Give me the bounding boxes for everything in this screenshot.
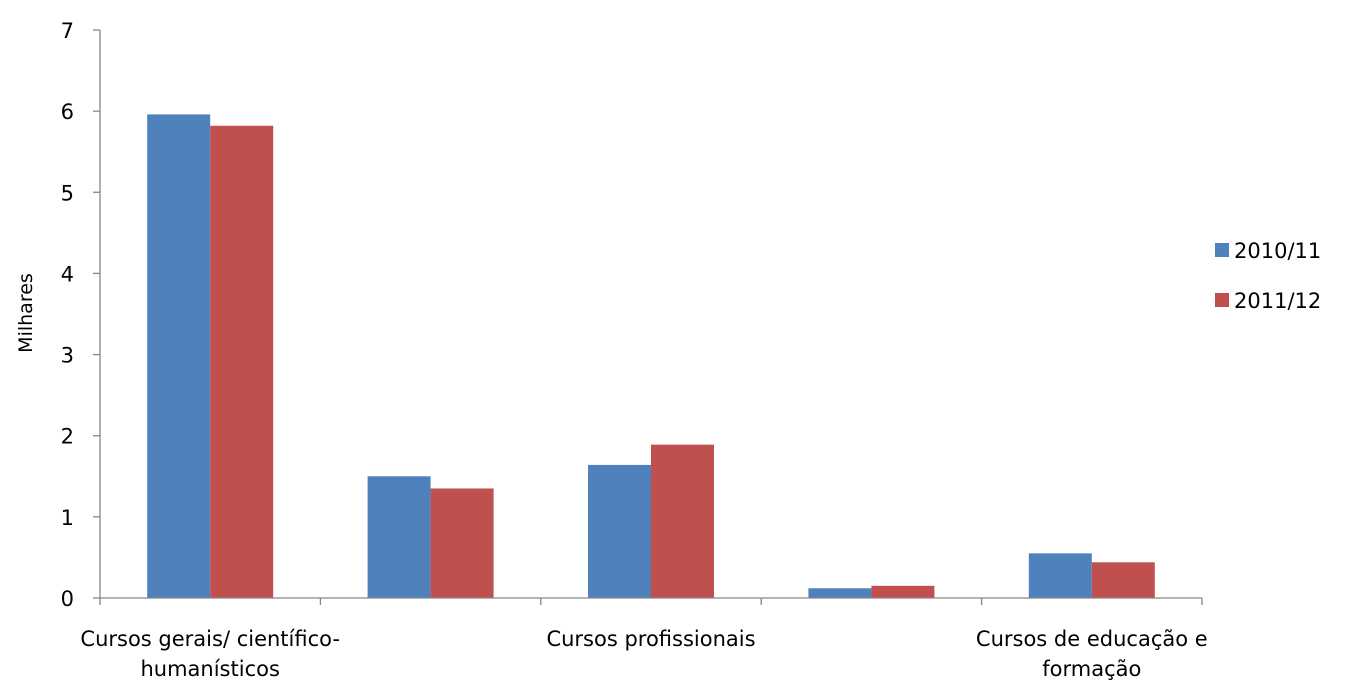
y-tick-label-1: 1 (61, 506, 74, 530)
x-tick-labels: Cursos gerais/ científico-humanísticos Cu… (80, 627, 1207, 681)
y-tick-label-6: 6 (61, 100, 74, 124)
x-tick-label-1-line-2: humanísticos (140, 657, 279, 681)
bar-2-4 (871, 585, 935, 598)
legend-swatch-2 (1215, 293, 1229, 307)
legend-label-2: 2011/12 (1234, 289, 1321, 313)
bar-2-1 (210, 125, 274, 598)
y-tick-label-4: 4 (61, 262, 74, 286)
y-tick-label-3: 3 (61, 344, 74, 368)
x-tick-label-5-line-2: formação (1042, 657, 1141, 681)
bar-1-1 (147, 114, 211, 598)
y-tick-label-2: 2 (61, 425, 74, 449)
bar-1-2 (367, 476, 431, 598)
bar-1-5 (1028, 553, 1092, 598)
bar-1-3 (588, 464, 651, 598)
legend: 2010/11 2011/12 (1215, 239, 1321, 313)
x-tick-label-1-line-1: Cursos gerais/ científico- (80, 627, 340, 651)
bar-2-3 (651, 444, 714, 598)
y-tick-label-5: 5 (61, 181, 74, 205)
y-tick-label-0: 0 (61, 587, 74, 611)
legend-label-1: 2010/11 (1234, 239, 1321, 263)
bar-2-5 (1091, 562, 1155, 598)
x-tick-label-5-line-1: Cursos de educação e (976, 627, 1208, 651)
y-axis-title: Milhares (15, 273, 37, 353)
axes-group: 0 1 2 3 4 5 6 7 (61, 19, 1203, 611)
bar-2-2 (430, 488, 494, 598)
x-tick-label-3-line-1: Cursos profissionais (546, 627, 755, 651)
legend-swatch-1 (1215, 243, 1229, 257)
bars-group (147, 114, 1155, 598)
bar-1-4 (808, 588, 872, 598)
y-tick-label-7: 7 (61, 19, 74, 43)
